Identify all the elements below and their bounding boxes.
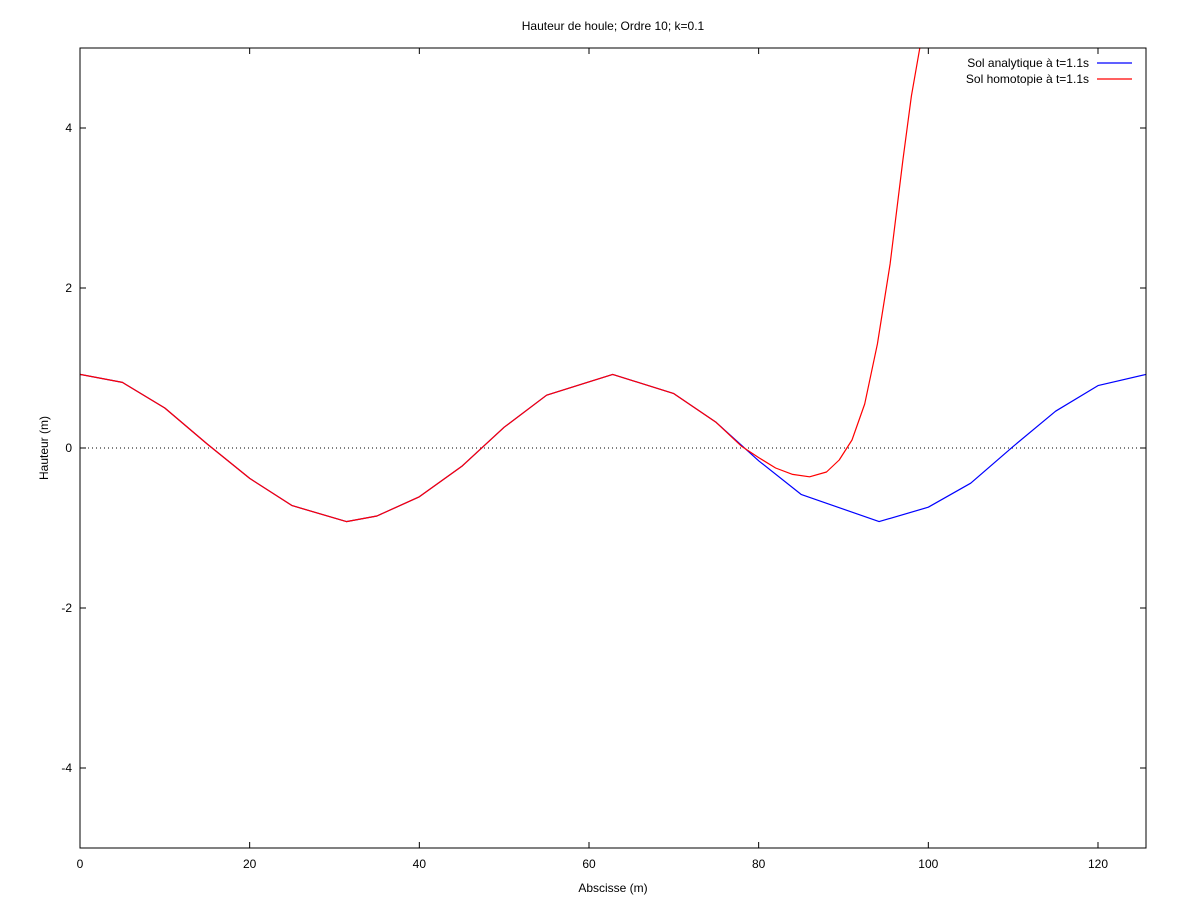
legend: Sol analytique à t=1.1s Sol homotopie à t… bbox=[966, 56, 1132, 86]
chart-title: Hauteur de houle; Ordre 10; k=0.1 bbox=[522, 19, 705, 33]
y-axis-label: Hauteur (m) bbox=[37, 416, 51, 480]
axis-ticks: 0 20 40 60 80 100 120 -4 -2 0 2 4 bbox=[61, 48, 1146, 871]
x-tick-label: 0 bbox=[77, 857, 84, 871]
y-tick-label: 0 bbox=[65, 441, 72, 455]
y-tick-label: 2 bbox=[65, 281, 72, 295]
plot-frame bbox=[79, 47, 1147, 849]
x-tick-label: 60 bbox=[582, 857, 596, 871]
legend-label-2: Sol homotopie à t=1.1s bbox=[966, 72, 1089, 86]
x-tick-label: 100 bbox=[918, 857, 938, 871]
series-layer bbox=[80, 48, 1146, 523]
x-tick-label: 120 bbox=[1088, 857, 1108, 871]
legend-label-1: Sol analytique à t=1.1s bbox=[967, 56, 1089, 70]
series-line-2 bbox=[80, 48, 921, 523]
x-tick-label: 80 bbox=[752, 857, 766, 871]
y-tick-label: -4 bbox=[61, 761, 72, 775]
x-axis-label: Abscisse (m) bbox=[578, 881, 647, 895]
y-tick-label: -2 bbox=[61, 601, 72, 615]
x-tick-label: 20 bbox=[243, 857, 257, 871]
x-tick-label: 40 bbox=[413, 857, 427, 871]
y-tick-label: 4 bbox=[65, 121, 72, 135]
